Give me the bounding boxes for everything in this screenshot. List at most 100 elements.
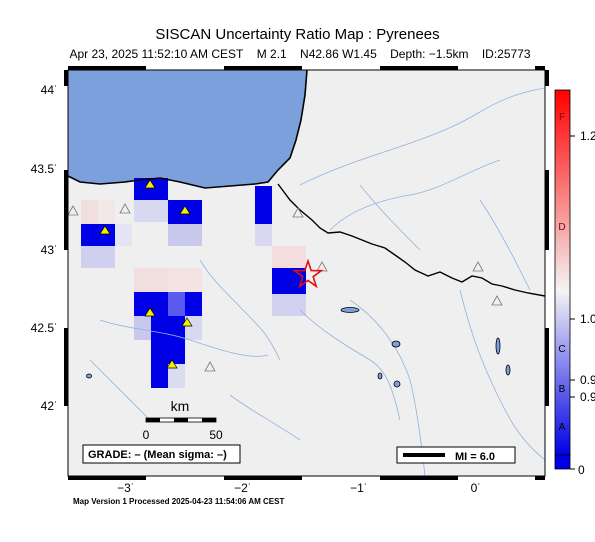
latitude-labels: 44˙ 43.5˙ 43˙ 42.5˙ 42˙: [31, 83, 58, 413]
grid-cell: [134, 200, 168, 222]
river: [229, 394, 301, 441]
river: [479, 199, 531, 291]
grid-cell: [151, 364, 168, 388]
event-magnitude: M 2.1: [256, 47, 287, 61]
processing-footer: Map Version 1 Processed 2025-04-23 11:54…: [73, 497, 285, 506]
grid-cell: [81, 246, 115, 268]
grid-cell: [272, 294, 306, 316]
lat-label: 44˙: [41, 83, 58, 97]
lake: [393, 380, 401, 388]
triangle-icon: [119, 203, 131, 214]
lake: [391, 340, 401, 348]
rivers: [89, 87, 545, 476]
coastline: [68, 70, 308, 189]
lat-label: 43.5˙: [31, 162, 58, 176]
grade-box: GRADE: – (Mean sigma: –): [82, 444, 241, 464]
grid-cell: [81, 200, 98, 224]
colorbar-gradient: [554, 89, 571, 456]
event-location: N42.86 W1.45: [300, 47, 377, 61]
grid-cell: [168, 224, 202, 246]
mi-legend: MI = 6.0: [396, 446, 516, 464]
triangle-icon: [67, 205, 79, 216]
triangle-icon: [144, 307, 156, 317]
lon-label: −3˙: [117, 481, 135, 495]
grid-cell: [272, 246, 306, 268]
grid-cell: [255, 224, 272, 246]
grid-cell: [115, 224, 132, 246]
seismic-stations: [67, 179, 503, 372]
event-depth: Depth: −1.5km: [390, 47, 469, 61]
map-frame: [67, 69, 546, 477]
lake: [505, 364, 511, 376]
lat-label: 43˙: [41, 243, 58, 257]
triangle-icon: [179, 205, 191, 215]
grid-cell: [168, 364, 185, 388]
lake: [340, 307, 360, 313]
grid-cell: [134, 178, 168, 200]
map-title: SISCAN Uncertainty Ratio Map : Pyrenees: [155, 26, 440, 43]
lat-label: 42.5˙: [31, 321, 58, 335]
river: [99, 319, 269, 357]
grid-cell: [98, 200, 115, 224]
river: [329, 159, 501, 231]
river: [359, 184, 421, 251]
event-id: ID:25773: [481, 47, 531, 61]
colorbar-letter: F: [559, 112, 565, 123]
river: [459, 289, 545, 461]
longitude-labels: −3˙ −2˙ −1˙ 0˙: [117, 481, 481, 495]
river: [89, 359, 151, 421]
lon-label: −2˙: [234, 481, 252, 495]
scale-max: 50: [209, 428, 223, 442]
scale-unit: km: [171, 398, 190, 414]
mi-text: MI = 6.0: [455, 451, 495, 463]
colorbar-letter: D: [558, 222, 565, 233]
triangle-icon: [204, 361, 216, 372]
colorbar-letter: B: [559, 384, 566, 395]
grid-cell: [134, 268, 168, 292]
triangle-icon: [491, 295, 503, 306]
lakes: [86, 307, 511, 388]
colorbar-value: 1.0: [580, 312, 595, 326]
lon-label: 0˙: [471, 481, 482, 495]
grid-cell: [185, 292, 202, 316]
scale-min: 0: [143, 428, 150, 442]
frame-ticks: [64, 66, 549, 480]
grid-cell: [168, 292, 185, 316]
lat-label: 42˙: [41, 399, 58, 413]
event-info: Apr 23, 2025 11:52:10 AM CEST M 2.1 N42.…: [0, 47, 595, 61]
grid-cell: [151, 316, 185, 340]
bay-of-biscay: [68, 70, 307, 188]
colorbar-letter: A: [559, 422, 566, 433]
river: [349, 299, 426, 476]
triangle-icon: [144, 179, 156, 189]
triangle-icon: [99, 225, 111, 235]
grade-text: GRADE: – (Mean sigma: –): [88, 449, 227, 461]
grid-cell: [134, 316, 151, 340]
river: [299, 87, 545, 186]
event-date: Apr 23, 2025 11:52:10 AM CEST: [69, 47, 244, 61]
colorbar-value: 0: [578, 463, 585, 477]
star-icon: [292, 258, 324, 289]
grid-cell: [81, 224, 115, 246]
colorbar-value: 0.9: [580, 390, 595, 404]
lake: [377, 372, 383, 380]
lake: [86, 373, 92, 379]
lon-label: −1˙: [350, 481, 368, 495]
colorbar-value: 0.9: [580, 373, 595, 387]
colorbar-value: 1.2: [580, 129, 595, 143]
colorbar-floor: [554, 454, 571, 470]
triangle-icon: [472, 261, 484, 272]
colorbar: F D C B A 1.2 1.0 0.9 0.9 0: [554, 89, 595, 477]
scale-bar: km 0 50: [143, 398, 223, 442]
grid-cell: [151, 340, 185, 364]
grid-cell: [272, 268, 306, 294]
river: [299, 309, 401, 421]
river: [199, 259, 281, 361]
lake: [495, 337, 501, 355]
grid-cell: [168, 268, 202, 292]
triangle-icon: [292, 207, 304, 218]
country-border: [277, 183, 545, 297]
triangle-icon: [181, 317, 193, 327]
grid-cell: [255, 186, 272, 224]
